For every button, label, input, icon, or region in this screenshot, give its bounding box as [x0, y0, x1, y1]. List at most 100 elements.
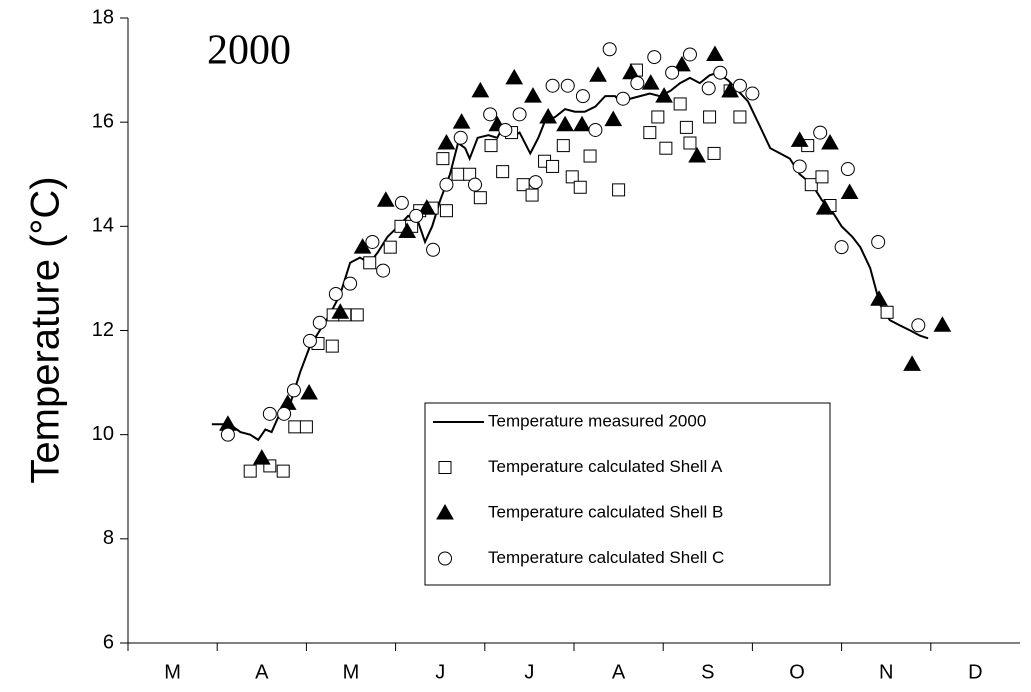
marker-circle	[365, 234, 380, 249]
marker-triangle	[539, 107, 557, 124]
marker-square	[643, 126, 657, 140]
marker-triangle	[417, 199, 436, 215]
y-tick-label: 6	[103, 631, 114, 653]
y-axis-label: Temperature (°C)	[24, 176, 68, 483]
marker-triangle	[556, 115, 574, 132]
marker-triangle	[604, 110, 623, 127]
marker-circle	[262, 406, 277, 421]
marker-square	[473, 191, 487, 205]
marker-triangle	[452, 113, 471, 129]
marker-circle	[439, 177, 454, 192]
marker-square	[651, 110, 665, 124]
marker-circle	[647, 50, 662, 65]
marker-triangle	[524, 87, 542, 103]
marker-circle	[453, 130, 468, 145]
marker-circle	[682, 47, 697, 62]
marker-triangle	[437, 133, 456, 150]
marker-square	[804, 178, 818, 192]
x-tick-label: J	[524, 661, 534, 683]
y-tick-label: 10	[92, 423, 114, 445]
marker-triangle	[933, 316, 952, 332]
marker-circle	[312, 315, 327, 330]
marker-square	[556, 139, 570, 153]
marker-triangle	[870, 290, 888, 306]
marker-square	[299, 420, 313, 434]
marker-circle	[701, 81, 716, 96]
marker-triangle	[505, 68, 524, 85]
marker-square	[439, 204, 453, 218]
marker-triangle	[821, 133, 839, 150]
x-tick-label: O	[789, 661, 805, 683]
marker-triangle	[300, 383, 318, 400]
marker-circle	[302, 333, 317, 348]
x-tick-label: M	[164, 661, 181, 683]
marker-circle	[467, 177, 482, 192]
marker-circle	[871, 234, 886, 249]
y-tick-label: 18	[92, 6, 114, 28]
marker-square	[438, 461, 452, 474]
marker-circle	[394, 195, 409, 210]
marker-circle	[512, 107, 527, 122]
marker-square	[484, 139, 498, 153]
marker-square	[733, 110, 747, 124]
marker-triangle	[721, 81, 739, 98]
marker-circle	[438, 551, 452, 566]
marker-triangle	[815, 199, 834, 215]
y-tick-label: 14	[92, 215, 114, 237]
marker-square	[496, 165, 510, 179]
marker-square	[659, 141, 673, 155]
x-tick-label: M	[343, 661, 360, 683]
marker-circle	[545, 78, 560, 93]
marker-circle	[602, 42, 617, 57]
marker-square	[815, 170, 829, 184]
marker-circle	[483, 107, 498, 122]
x-tick-label: D	[968, 661, 982, 683]
marker-square	[703, 110, 717, 124]
marker-circle	[792, 159, 807, 174]
y-tick-label: 16	[92, 110, 114, 132]
marker-square	[363, 256, 377, 270]
marker-circle	[630, 76, 645, 91]
marker-circle	[328, 287, 343, 302]
marker-triangle	[706, 45, 724, 61]
marker-square	[436, 152, 450, 166]
marker-circle	[376, 263, 391, 278]
x-tick-label: A	[255, 661, 269, 683]
marker-triangle	[436, 503, 454, 520]
x-tick-label: A	[612, 661, 626, 683]
marker-square	[565, 170, 579, 184]
marker-square	[612, 183, 626, 197]
marker-square	[673, 97, 687, 111]
marker-circle	[343, 276, 358, 291]
marker-triangle	[376, 191, 395, 207]
marker-triangle	[573, 115, 591, 132]
marker-triangle	[688, 147, 706, 163]
x-tick-label: N	[879, 661, 893, 683]
marker-circle	[286, 383, 301, 398]
marker-square	[679, 120, 693, 134]
marker-square	[707, 146, 721, 160]
marker-circle	[911, 318, 926, 333]
marker-circle	[498, 122, 513, 137]
marker-circle	[220, 427, 235, 442]
marker-triangle	[840, 183, 859, 199]
marker-square	[573, 180, 587, 194]
legend-label: Temperature calculated Shell C	[488, 548, 724, 567]
marker-triangle	[331, 303, 350, 319]
chart-title: 2000	[207, 28, 291, 74]
marker-square	[288, 420, 302, 434]
marker-circle	[575, 89, 590, 104]
marker-circle	[813, 125, 828, 140]
line-series	[211, 71, 929, 442]
x-tick-label: J	[435, 661, 445, 683]
marker-square	[276, 464, 290, 478]
marker-circle	[665, 65, 680, 80]
marker-triangle	[622, 63, 640, 80]
marker-circle	[560, 78, 575, 93]
marker-square	[350, 308, 364, 322]
marker-square	[243, 464, 257, 478]
marker-square	[546, 159, 560, 173]
marker-circle	[528, 175, 543, 190]
legend-label: Temperature calculated Shell A	[488, 457, 723, 476]
